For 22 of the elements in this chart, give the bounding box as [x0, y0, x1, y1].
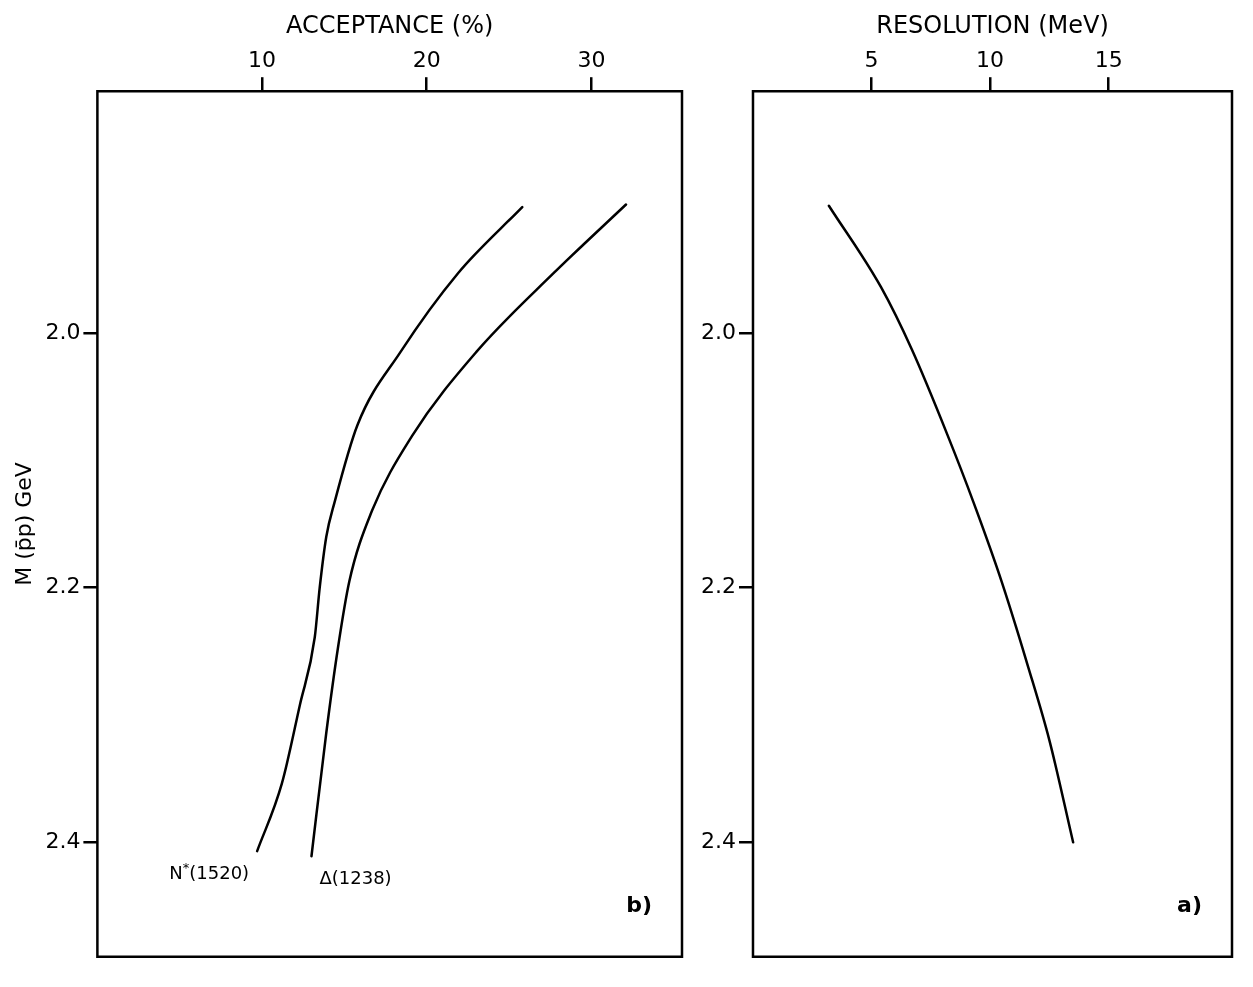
- line-series: [310, 203, 628, 858]
- series-label: Δ(1238): [319, 867, 392, 889]
- x-axis-title: ACCEPTANCE (%): [285, 10, 494, 39]
- annotation: a): [1177, 891, 1202, 917]
- x-tick-label: 10: [976, 46, 1005, 72]
- y-axis-title: M (p̄p) GeV: [10, 462, 36, 586]
- y-tick-label: 2.0: [45, 318, 81, 344]
- y-tick-label: 2.2: [700, 573, 736, 599]
- annotation: b): [626, 891, 652, 917]
- series-label: N*(1520): [169, 859, 250, 884]
- x-tick-label: 10: [248, 46, 277, 72]
- x-tick-label: 5: [864, 46, 879, 72]
- y-tick-label: 2.4: [45, 827, 81, 853]
- x-axis-title: RESOLUTION (MeV): [876, 10, 1109, 39]
- line-series: [255, 205, 524, 853]
- y-tick-label: 2.0: [700, 318, 736, 344]
- x-tick-label: 30: [577, 46, 606, 72]
- y-tick-label: 2.4: [700, 827, 736, 853]
- line-series: [827, 204, 1075, 844]
- y-tick-label: 2.2: [45, 573, 81, 599]
- x-tick-label: 20: [412, 46, 441, 72]
- x-tick-label: 15: [1094, 46, 1123, 72]
